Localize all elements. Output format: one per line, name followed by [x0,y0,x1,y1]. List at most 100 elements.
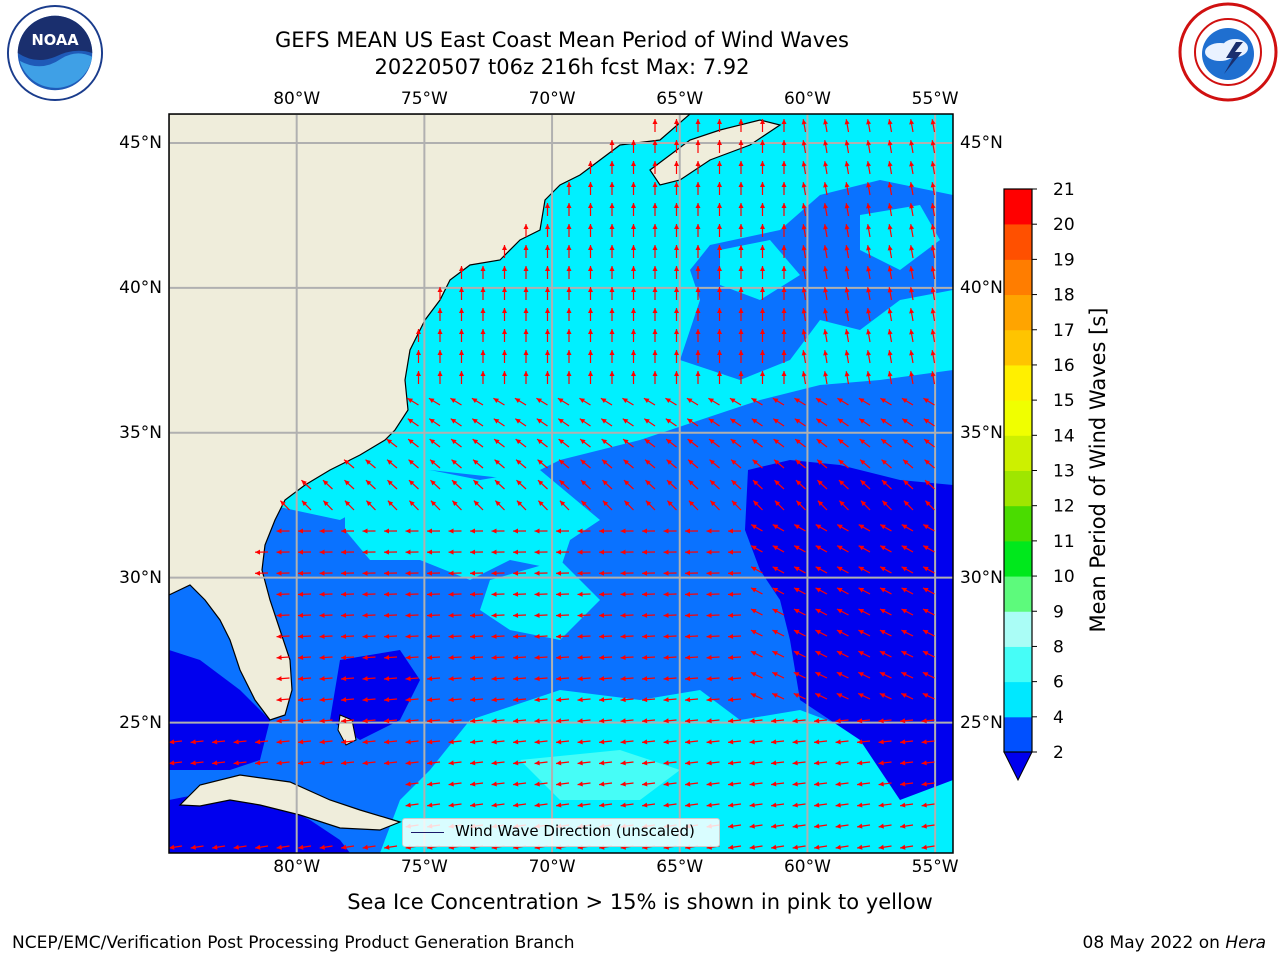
wave-arrow-head [794,418,801,424]
wave-arrow-head [602,480,608,486]
wave-arrow-head [588,224,593,229]
wave-arrow-head [795,439,801,445]
wave-arrow-head [609,308,615,313]
wave-arrow-head [534,612,540,618]
wave-arrow-head [901,587,908,593]
wave-arrow-head [817,480,823,486]
wave-arrow-head [738,245,744,250]
wave-arrow-head [523,308,529,313]
wave-arrow-head [909,119,915,125]
wave-arrow-head [631,266,636,271]
wave-arrow-head [233,760,239,766]
wave-arrow-head [760,266,765,271]
wave-arrow-head [706,655,712,661]
wave-arrow-head [472,418,478,424]
wave-arrow-head [687,418,693,424]
wave-arrow-head [814,739,820,745]
wave-arrow-head [685,760,691,766]
wave-arrow-head [909,371,915,377]
wave-arrow-head [631,287,636,292]
wave-arrow-head [858,609,865,614]
wave-arrow-head [384,655,390,661]
wave-arrow-head [838,439,844,445]
wave-arrow-head [880,587,886,593]
lat-tick-right: 35°N [960,422,1003,443]
wave-arrow-head [588,371,593,376]
wave-arrow-head [566,203,572,208]
wave-arrow-head [473,500,480,507]
wave-arrow-head [470,697,476,703]
wave-arrow-head [781,119,787,124]
wave-arrow-head [815,672,821,677]
wave-arrow-head [384,528,390,534]
wave-arrow-head [774,500,781,507]
wave-arrow-head [751,524,757,530]
wave-arrow-head [212,760,218,766]
wave-arrow-head [276,528,282,534]
wave-arrow-head [609,371,615,376]
wave-arrow-head [579,418,586,424]
wave-arrow-head [448,549,454,555]
wave-arrow-head [298,655,304,661]
wave-arrow-head [480,287,486,292]
wave-arrow-head [925,500,931,507]
wave-arrow-head [879,693,886,698]
wave-arrow-head [556,739,562,745]
lon-tick-bottom: 65°W [656,857,704,877]
wave-arrow-head [366,500,372,507]
wave-arrow-head [405,718,411,724]
wave-arrow-head [665,418,672,424]
wave-arrow-head [794,398,800,403]
wave-arrow-head [665,398,671,403]
wave-arrow-head [566,224,572,229]
wave-arrow-head [923,418,930,424]
colorbar-segment [1004,681,1032,718]
colorbar-tick-label: 16 [1053,356,1075,376]
wave-arrow-head [921,781,927,787]
wave-arrow-head [760,161,765,166]
wave-arrow-head [685,676,691,682]
wave-arrow-head [815,545,822,551]
wave-arrow-head [319,718,325,724]
wave-arrow-head [523,266,529,271]
wave-arrow-head [823,182,829,188]
wave-arrow-head [537,439,543,445]
wave-arrow-head [866,182,872,188]
wave-arrow-head [255,570,261,576]
wave-arrow-head [556,528,562,534]
wave-arrow-head [836,630,843,635]
wave-arrow-head [212,739,218,745]
wave-arrow-head [923,524,929,530]
wave-arrow-head [903,500,910,507]
wave-arrow-head [494,480,501,486]
wave-arrow-head [491,781,497,787]
wave-arrow-head [900,739,906,745]
wave-arrow-head [844,161,850,167]
wave-arrow-head [731,480,737,486]
wave-arrow-head [577,676,583,682]
wave-arrow-head [674,224,679,229]
wave-arrow-head [642,739,648,745]
colorbar-tick-label: 4 [1053,708,1064,728]
wave-arrow-head [472,439,479,445]
wave-arrow-head [844,350,850,356]
wave-arrow-head [577,697,583,703]
wave-arrow-head [930,224,936,230]
wave-arrow-head [556,591,562,597]
wave-arrow-head [405,528,411,534]
wave-arrow-head [749,844,755,850]
wave-arrow-head [835,739,841,745]
lat-tick-right: 45°N [960,132,1003,153]
wave-arrow-head [513,697,519,703]
wave-arrow-head [566,350,572,355]
wave-arrow-head [566,371,572,376]
wave-arrow-head [814,781,820,787]
wave-arrow-head [448,718,454,724]
wave-arrow-head [738,287,744,292]
wave-arrow-head [652,371,658,376]
wave-arrow-head [480,308,486,313]
wave-arrow-head [190,739,196,745]
wave-arrow-head [599,655,605,661]
wave-arrow-head [276,633,282,639]
wave-arrow-head [866,119,872,125]
